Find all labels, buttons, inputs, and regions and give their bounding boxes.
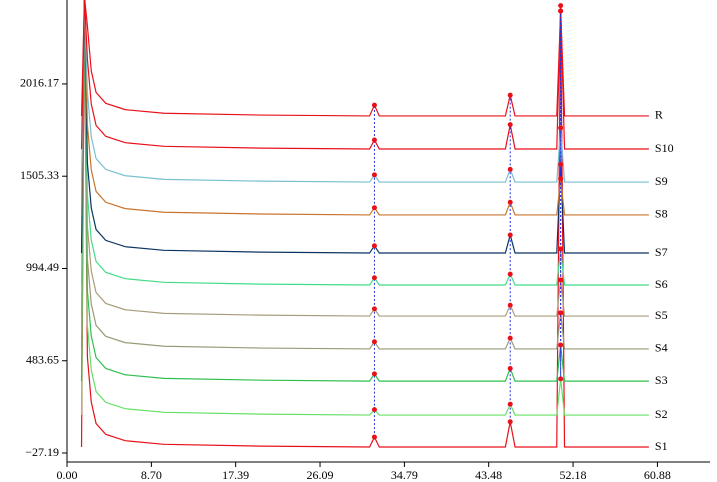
peak-marker [371,137,377,143]
peak-marker [507,92,513,98]
peak-marker [558,8,564,14]
peak-marker [558,125,564,131]
trace [80,0,649,317]
peak-marker [558,162,564,168]
trace [80,0,649,117]
y-tick-label: 994.49 [26,260,59,274]
peak-marker [558,376,564,382]
peak-marker [371,306,377,312]
trace [80,0,649,183]
trace-label: S5 [655,308,668,322]
trace [80,0,649,448]
trace-label: S7 [655,245,668,259]
trace-label: S3 [655,373,668,387]
peak-marker [507,419,513,425]
x-tick-label: 34.79 [391,468,418,482]
peak-marker [371,275,377,281]
trace-label: S1 [655,439,668,453]
peak-marker [558,310,564,316]
plot-area [80,0,649,448]
trace [80,0,649,286]
x-tick-label: 60.88 [644,468,671,482]
y-tick-label: −27.19 [25,445,59,459]
peak-marker [507,232,513,238]
peak-marker [507,365,513,371]
x-tick-label: 17.39 [222,468,249,482]
peak-marker [507,166,513,172]
peak-marker [371,407,377,413]
peak-marker [371,434,377,440]
trace-label: R [655,108,663,122]
peak-marker [507,401,513,407]
trace-label: S6 [655,277,668,291]
y-tick-label: 2016.17 [20,76,59,90]
x-tick-label: 0.00 [57,468,78,482]
trace-label: S10 [655,141,674,155]
x-tick-label: 8.70 [141,468,162,482]
trace [80,0,649,150]
peak-marker [507,335,513,341]
trace [80,0,649,350]
trace [80,0,649,216]
peak-marker [371,205,377,211]
peak-marker [371,339,377,345]
y-tick-label: 483.65 [26,352,59,366]
peak-marker [507,199,513,205]
peak-marker [371,371,377,377]
peak-marker [371,172,377,178]
y-tick-label: 1505.33 [20,168,59,182]
peak-marker [558,176,564,182]
trace-label: S8 [655,207,668,221]
x-tick-label: 52.18 [560,468,587,482]
peak-marker [558,3,564,9]
peak-marker [507,302,513,308]
trace-label: S9 [655,174,668,188]
peak-marker [371,102,377,108]
trace-label: S2 [655,407,668,421]
peak-marker [371,243,377,249]
peak-marker [507,271,513,277]
trace [80,0,649,254]
peak-marker [558,342,564,348]
peak-marker [507,122,513,128]
peak-marker [558,277,564,283]
peak-marker [558,246,564,252]
trace [80,0,649,382]
trace-label: S4 [655,341,668,355]
x-tick-label: 26.09 [307,468,334,482]
x-tick-label: 43.48 [475,468,502,482]
trace [80,0,649,416]
